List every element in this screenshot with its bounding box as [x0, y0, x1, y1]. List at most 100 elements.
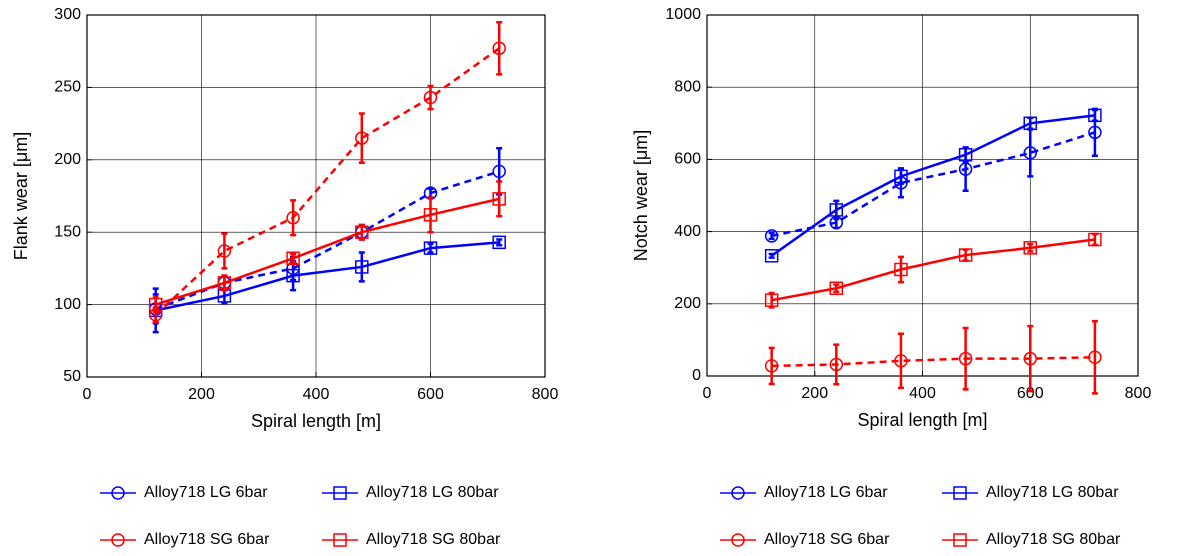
data-point	[1088, 350, 1102, 364]
data-point	[1023, 116, 1037, 131]
data-point	[148, 297, 163, 312]
data-point	[1088, 232, 1102, 247]
error-bar	[833, 343, 840, 386]
legend-marker	[333, 533, 347, 547]
data-point	[829, 203, 844, 217]
legend-label: Alloy718 LG 80bar	[366, 484, 499, 501]
data-point	[958, 147, 973, 162]
data-point	[492, 164, 506, 179]
error-bar	[496, 20, 503, 76]
x-tick-label: 400	[909, 385, 936, 402]
error-bar	[833, 283, 840, 294]
legend-label: Alloy718 LG 80bar	[986, 484, 1119, 501]
data-point	[355, 225, 369, 239]
error-bar	[1027, 242, 1034, 253]
x-tick-label: 600	[417, 386, 444, 403]
legend-label: Alloy718 SG 6bar	[144, 531, 270, 548]
error-bar	[1091, 319, 1098, 395]
y-axis-label: Flank wear [μm]	[11, 132, 31, 260]
x-tick-label: 800	[532, 386, 559, 403]
series-line	[155, 197, 500, 306]
data-point	[492, 41, 506, 56]
data-point	[423, 241, 438, 255]
error-bar	[768, 291, 775, 309]
legend-label: Alloy718 SG 6bar	[764, 531, 890, 548]
data-point	[894, 169, 908, 184]
x-axis-label: Spiral length [m]	[857, 410, 987, 430]
legend-label: Alloy718 SG 80bar	[986, 531, 1121, 548]
error-bar	[897, 255, 904, 284]
legend-marker	[953, 533, 967, 547]
legend-marker	[111, 533, 125, 547]
data-point	[217, 276, 232, 290]
data-point	[958, 351, 973, 366]
x-tick-label: 600	[1017, 385, 1044, 402]
data-point	[355, 131, 369, 145]
error-bar	[358, 112, 365, 164]
error-bar	[897, 167, 904, 185]
legend-label: Alloy718 LG 6bar	[144, 484, 268, 501]
data-point	[764, 359, 779, 373]
series-line	[770, 114, 1096, 257]
data-point	[423, 208, 438, 222]
data-point	[1088, 108, 1102, 123]
data-point	[829, 281, 844, 296]
data-point	[286, 210, 300, 225]
y-tick-label: 250	[54, 79, 81, 96]
error-bar	[897, 332, 904, 390]
data-point	[217, 244, 232, 258]
error-bar	[221, 232, 228, 270]
data-point	[286, 268, 300, 283]
error-bar	[358, 251, 365, 283]
data-point	[764, 293, 779, 307]
y-tick-label: 600	[674, 151, 701, 168]
data-point	[764, 229, 779, 243]
legend-marker	[111, 486, 125, 500]
x-tick-label: 0	[83, 386, 92, 403]
y-tick-label: 150	[54, 223, 81, 240]
error-bar	[962, 326, 969, 391]
y-tick-label: 1000	[665, 6, 701, 23]
error-bar	[768, 252, 775, 259]
error-bar	[358, 223, 365, 241]
y-axis-label: Notch wear [μm]	[631, 130, 651, 261]
data-point	[1023, 146, 1037, 160]
data-point	[958, 248, 973, 262]
error-bar	[427, 196, 434, 234]
data-point	[1088, 125, 1102, 140]
y-tick-label: 200	[54, 151, 81, 168]
error-bar	[427, 242, 434, 254]
y-tick-label: 200	[674, 295, 701, 312]
plot-frame	[706, 14, 1139, 377]
error-bar	[768, 231, 775, 241]
error-bar	[768, 346, 775, 386]
legend-marker	[333, 486, 347, 500]
data-point	[829, 357, 844, 372]
x-tick-label: 400	[303, 386, 330, 403]
error-bar	[152, 296, 159, 314]
x-tick-label: 800	[1125, 385, 1152, 402]
data-point	[1023, 351, 1037, 366]
legend-marker	[953, 486, 967, 500]
series-line	[155, 241, 500, 312]
legend-label: Alloy718 SG 80bar	[366, 531, 501, 548]
x-tick-label: 0	[703, 385, 712, 402]
data-point	[764, 249, 779, 263]
data-point	[1023, 241, 1037, 255]
error-bar	[496, 238, 503, 247]
legend-marker	[731, 533, 745, 547]
x-tick-label: 200	[188, 386, 215, 403]
data-point	[423, 90, 438, 105]
error-bar	[962, 146, 969, 164]
y-tick-label: 0	[692, 367, 701, 384]
data-point	[894, 354, 908, 368]
series-line	[154, 47, 500, 316]
error-bar	[496, 180, 503, 218]
x-axis-label: Spiral length [m]	[251, 411, 381, 431]
data-point	[492, 192, 506, 206]
data-point	[355, 260, 369, 274]
y-tick-label: 100	[54, 296, 81, 313]
legend-label: Alloy718 LG 6bar	[764, 484, 888, 501]
